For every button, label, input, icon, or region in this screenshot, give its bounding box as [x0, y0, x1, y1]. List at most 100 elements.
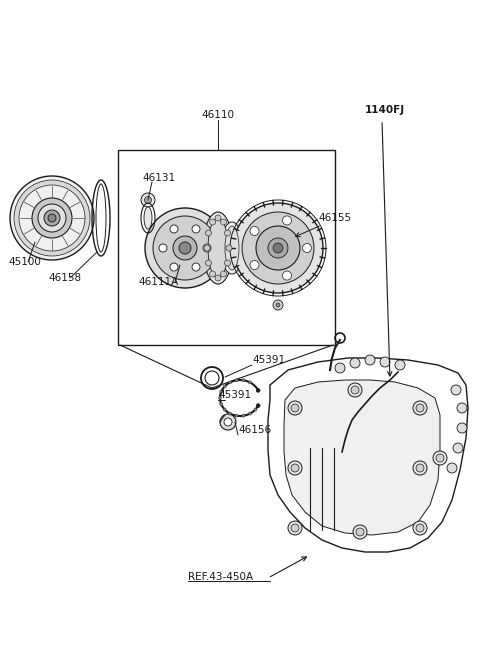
Circle shape [215, 275, 221, 281]
Ellipse shape [221, 222, 243, 274]
Circle shape [395, 360, 405, 370]
Circle shape [256, 403, 260, 407]
Circle shape [250, 226, 259, 236]
Text: 46156: 46156 [238, 425, 271, 435]
Circle shape [179, 242, 191, 254]
Circle shape [256, 226, 300, 270]
Circle shape [204, 245, 210, 251]
Circle shape [170, 225, 178, 233]
Circle shape [249, 381, 252, 384]
Circle shape [413, 401, 427, 415]
Circle shape [413, 521, 427, 535]
Circle shape [220, 390, 223, 394]
Circle shape [365, 355, 375, 365]
Circle shape [351, 386, 359, 394]
Circle shape [218, 396, 221, 400]
Circle shape [353, 525, 367, 539]
Polygon shape [268, 358, 468, 552]
Circle shape [273, 243, 283, 253]
Text: REF.43-450A: REF.43-450A [188, 572, 253, 582]
Circle shape [141, 193, 155, 207]
Circle shape [350, 358, 360, 368]
Text: 46158: 46158 [48, 273, 81, 283]
Circle shape [254, 408, 257, 411]
Circle shape [276, 303, 280, 307]
Circle shape [273, 300, 283, 310]
Circle shape [288, 461, 302, 475]
Circle shape [335, 363, 345, 373]
Circle shape [209, 271, 216, 277]
Circle shape [416, 524, 424, 532]
Circle shape [451, 385, 461, 395]
Circle shape [209, 219, 216, 225]
Circle shape [228, 381, 231, 384]
Circle shape [413, 461, 427, 475]
Circle shape [436, 454, 444, 462]
Circle shape [10, 176, 94, 260]
Circle shape [233, 203, 323, 293]
Circle shape [356, 528, 364, 536]
Circle shape [433, 451, 447, 465]
Circle shape [457, 403, 467, 413]
Circle shape [291, 464, 299, 472]
Circle shape [302, 243, 312, 253]
Circle shape [215, 215, 221, 221]
Circle shape [225, 230, 230, 236]
Circle shape [235, 414, 238, 417]
Circle shape [291, 524, 299, 532]
Circle shape [291, 404, 299, 412]
Circle shape [220, 271, 227, 277]
Circle shape [242, 379, 245, 382]
Circle shape [48, 214, 56, 222]
Circle shape [453, 443, 463, 453]
Circle shape [145, 208, 225, 288]
Ellipse shape [144, 207, 152, 229]
Circle shape [192, 263, 200, 271]
Ellipse shape [208, 218, 228, 278]
Circle shape [153, 216, 217, 280]
Circle shape [416, 404, 424, 412]
Circle shape [44, 210, 60, 226]
Circle shape [223, 385, 226, 388]
Circle shape [159, 244, 167, 252]
Ellipse shape [96, 184, 106, 252]
Text: 45100: 45100 [8, 257, 41, 267]
Ellipse shape [225, 226, 239, 270]
Circle shape [220, 219, 227, 225]
Circle shape [457, 423, 467, 433]
Circle shape [288, 521, 302, 535]
Circle shape [170, 263, 178, 271]
Circle shape [32, 198, 72, 238]
Circle shape [205, 371, 219, 385]
Circle shape [256, 388, 260, 392]
Text: 45391: 45391 [218, 390, 251, 400]
Circle shape [249, 412, 252, 415]
Circle shape [223, 408, 226, 411]
Circle shape [220, 414, 236, 430]
Text: 45391: 45391 [252, 355, 285, 365]
Text: 46155: 46155 [318, 213, 351, 223]
Circle shape [288, 401, 302, 415]
Circle shape [19, 185, 85, 251]
Circle shape [282, 271, 291, 280]
Text: 1140FJ: 1140FJ [365, 105, 405, 115]
Circle shape [250, 260, 259, 270]
Circle shape [205, 260, 212, 266]
Circle shape [144, 197, 152, 203]
Circle shape [220, 403, 223, 405]
Circle shape [228, 412, 231, 415]
Ellipse shape [203, 212, 233, 284]
Circle shape [226, 245, 232, 251]
Circle shape [173, 236, 197, 260]
Circle shape [203, 244, 211, 252]
Circle shape [447, 463, 457, 473]
Circle shape [242, 414, 245, 417]
Text: 46110: 46110 [202, 110, 235, 120]
Circle shape [14, 180, 90, 256]
Circle shape [192, 225, 200, 233]
Circle shape [242, 212, 314, 284]
Circle shape [38, 204, 66, 232]
Circle shape [224, 418, 232, 426]
Text: 46131: 46131 [142, 173, 175, 183]
Circle shape [348, 383, 362, 397]
